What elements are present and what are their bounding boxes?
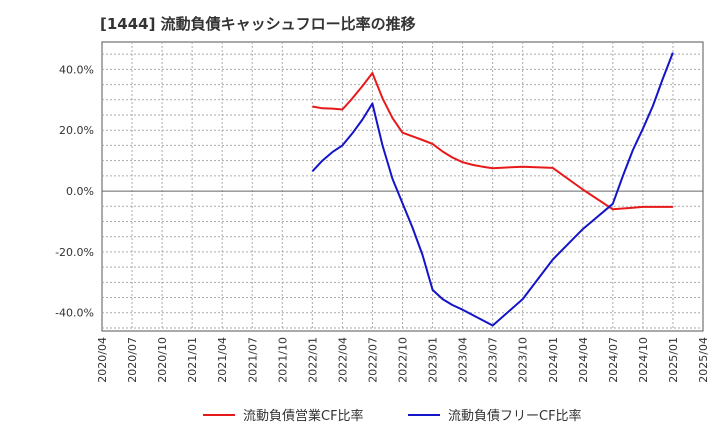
legend: 流動負債営業CF比率 流動負債フリーCF比率	[203, 408, 582, 424]
x-tick-label: 2021/10	[276, 337, 289, 383]
axes: 2020/04 2020/07 2020/10 2021/01 2021/04 2021/…	[55, 63, 710, 382]
x-tick-label: 2023/04	[457, 337, 470, 383]
y-tick-label: 40.0%	[59, 63, 94, 76]
y-tick-label: 0.0%	[66, 185, 94, 198]
legend-label: 流動負債営業CF比率	[243, 408, 364, 424]
series-lines	[311, 52, 674, 327]
x-tick-label: 2022/04	[336, 337, 349, 383]
x-tick-label: 2023/07	[487, 337, 500, 383]
series-line-1	[312, 72, 673, 211]
x-tick-label: 2025/04	[697, 337, 710, 383]
x-tick-label: 2021/01	[186, 337, 199, 383]
x-tick-label: 2022/07	[366, 337, 379, 383]
x-tick-label: 2023/10	[517, 337, 530, 383]
x-tick-label: 2020/10	[156, 337, 169, 383]
x-tick-label: 2024/01	[547, 337, 560, 383]
x-tick-label: 2025/01	[667, 337, 680, 383]
x-tick-label: 2021/04	[216, 337, 229, 383]
x-tick-label: 2024/07	[607, 337, 620, 383]
legend-label: 流動負債フリーCF比率	[448, 408, 582, 424]
x-tick-label: 2021/07	[246, 337, 259, 383]
x-tick-label: 2023/01	[427, 337, 440, 383]
x-tick-label: 2020/07	[126, 337, 139, 383]
x-tick-label: 2022/10	[397, 337, 410, 383]
y-tick-label: -20.0%	[55, 246, 94, 259]
x-tick-label: 2024/10	[637, 337, 650, 383]
x-tick-label: 2024/04	[577, 337, 590, 383]
series-line-2	[311, 52, 674, 327]
x-tick-label: 2022/01	[306, 337, 319, 383]
grid	[101, 41, 704, 332]
chart-title: [1444] 流動負債キャッシュフロー比率の推移	[100, 15, 416, 33]
y-tick-label: -40.0%	[55, 307, 94, 320]
y-tick-label: 20.0%	[59, 124, 94, 137]
x-tick-label: 2020/04	[96, 337, 109, 383]
